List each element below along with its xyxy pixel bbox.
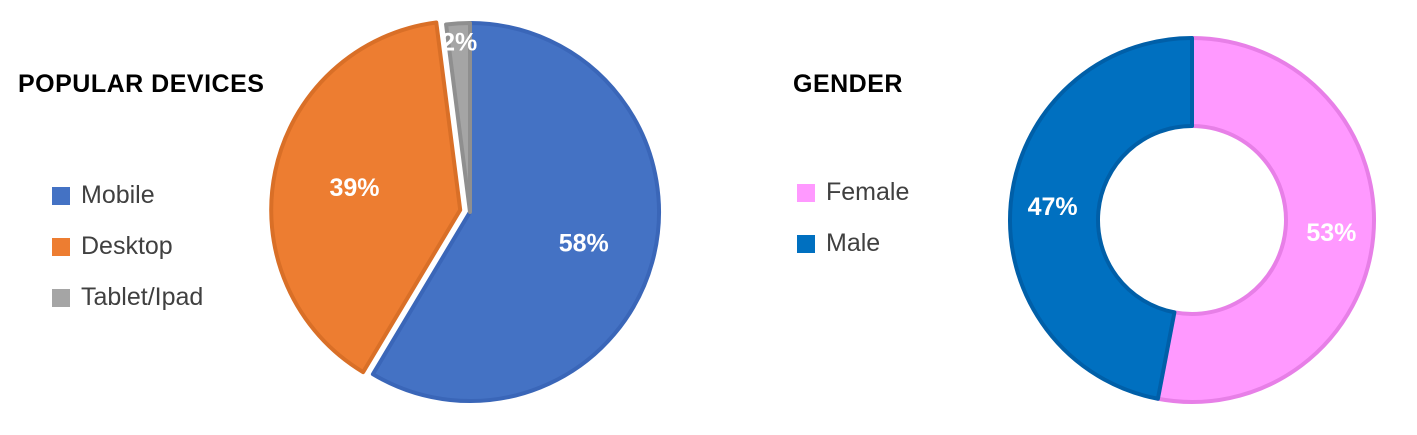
legend: Mobile Desktop Tablet/Ipad bbox=[52, 170, 203, 323]
data-label-male: 47% bbox=[1028, 193, 1078, 221]
legend-swatch-mobile bbox=[52, 186, 70, 205]
legend-item-male: Male bbox=[797, 218, 909, 269]
chart-title: POPULAR DEVICES bbox=[18, 70, 265, 98]
doughnut-chart: 53% 47% bbox=[1008, 36, 1376, 404]
legend-item-female: Female bbox=[797, 167, 909, 218]
legend-swatch-female bbox=[797, 183, 815, 202]
legend-swatch-desktop bbox=[52, 237, 70, 256]
chart-title: GENDER bbox=[793, 70, 903, 98]
legend-item-desktop: Desktop bbox=[52, 221, 203, 272]
legend-swatch-tablet bbox=[52, 288, 70, 307]
slice-male bbox=[1008, 36, 1194, 401]
legend-label-male: Male bbox=[826, 229, 881, 257]
gender-chart: GENDER Female Male 53% 47% bbox=[760, 0, 1417, 435]
pie-chart: 58% 39% 2% bbox=[269, 20, 661, 403]
data-label-mobile: 58% bbox=[559, 229, 609, 257]
slice-female bbox=[1155, 36, 1376, 404]
slice-desktop bbox=[269, 20, 463, 375]
slice-tablet-ipad bbox=[444, 21, 472, 214]
legend-item-tablet: Tablet/Ipad bbox=[52, 272, 203, 323]
legend-swatch-male bbox=[797, 234, 815, 253]
legend-label-mobile: Mobile bbox=[81, 181, 155, 209]
legend-label-female: Female bbox=[826, 178, 910, 206]
data-label-desktop: 39% bbox=[329, 174, 379, 202]
data-label-female: 53% bbox=[1306, 219, 1356, 247]
devices-chart: POPULAR DEVICES Mobile Desktop Tablet/Ip… bbox=[0, 0, 700, 435]
slice-mobile bbox=[370, 21, 661, 403]
legend-item-mobile: Mobile bbox=[52, 170, 203, 221]
legend: Female Male bbox=[797, 167, 909, 269]
data-label-tablet-ipad: 2% bbox=[441, 28, 477, 56]
legend-label-tablet: Tablet/Ipad bbox=[81, 283, 204, 311]
legend-label-desktop: Desktop bbox=[81, 232, 173, 260]
